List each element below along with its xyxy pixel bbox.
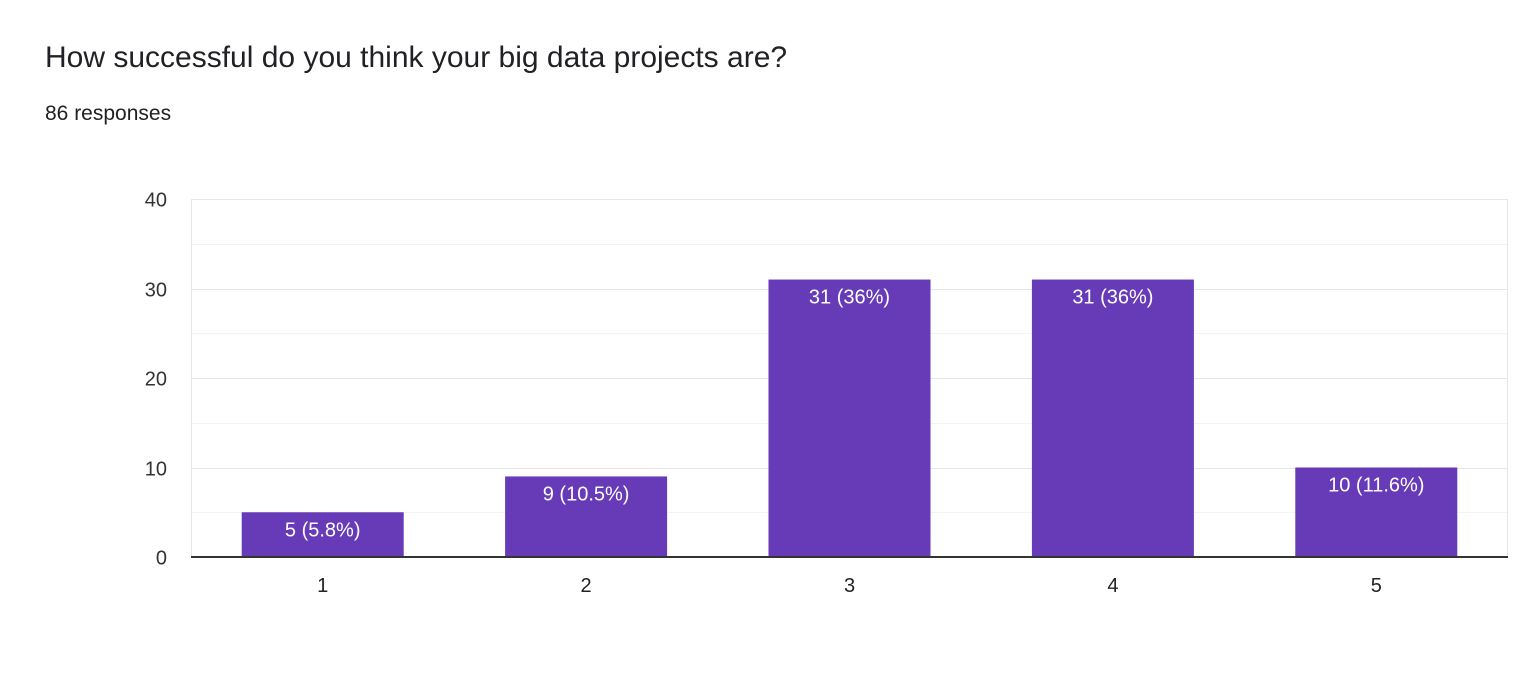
y-tick-label: 30 <box>145 280 167 302</box>
bar-data-label: 9 (10.5%) <box>543 483 630 505</box>
x-category-label: 5 <box>1371 575 1382 597</box>
bar <box>1031 279 1194 557</box>
bar-data-label: 10 (11.6%) <box>1328 475 1424 497</box>
bars <box>241 279 1458 557</box>
bar-data-label: 5 (5.8%) <box>285 519 361 541</box>
bar <box>505 476 668 557</box>
y-tick-label: 0 <box>156 548 167 570</box>
bar-data-label: 31 (36%) <box>809 287 890 309</box>
y-tick-label: 10 <box>145 459 167 481</box>
y-tick-label: 20 <box>145 369 167 391</box>
labels: 0 10 20 30 40 5 (5.8%) 1 9 (10.5%) 2 31 (36%) 3 31 … <box>145 190 1425 598</box>
x-category-label: 2 <box>581 575 592 597</box>
x-category-label: 1 <box>317 575 328 597</box>
response-count: 86 responses <box>45 102 172 125</box>
bar <box>768 279 931 557</box>
y-tick-label: 40 <box>145 190 167 212</box>
question-title: How successful do you think your big dat… <box>45 41 788 74</box>
x-category-label: 3 <box>844 575 855 597</box>
bar <box>1295 467 1458 557</box>
x-category-label: 4 <box>1107 575 1118 597</box>
bar <box>241 512 404 557</box>
bar-data-label: 31 (36%) <box>1072 287 1153 309</box>
